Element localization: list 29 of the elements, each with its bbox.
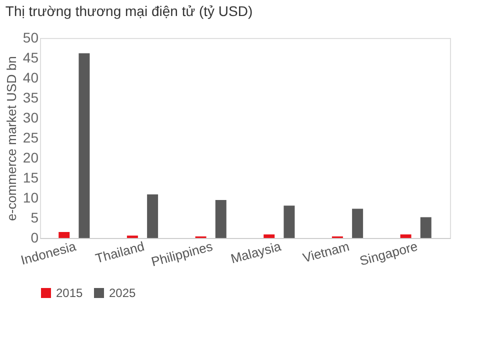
chart-title: Thị trường thương mại điện tử (tỷ USD)	[5, 3, 253, 19]
x-tick-label: Singapore	[358, 238, 420, 268]
y-axis-title: e-commerce market USD bn	[4, 56, 19, 221]
x-tick-label: Malaysia	[229, 238, 284, 266]
y-tick-label: 20	[22, 150, 39, 166]
y-tick-label: 50	[22, 30, 39, 46]
y-tick-label: 45	[22, 50, 39, 66]
bar	[284, 206, 295, 238]
y-tick-label: 40	[22, 70, 39, 86]
bar	[147, 194, 158, 238]
y-tick-label: 10	[22, 190, 39, 206]
bar	[352, 208, 364, 238]
y-tick-label: 25	[22, 130, 39, 146]
y-tick-label: 0	[30, 230, 39, 246]
legend-label: 2015	[56, 286, 84, 300]
x-tick-label: Thailand	[94, 238, 146, 266]
bar	[264, 234, 275, 238]
x-tick-label: Vietnam	[301, 238, 351, 266]
bar	[400, 234, 412, 238]
x-tick-label: Philippines	[150, 238, 215, 270]
bar	[78, 53, 90, 238]
legend-label: 2025	[109, 286, 136, 300]
bar	[58, 232, 70, 238]
y-tick-label: 30	[22, 110, 39, 126]
bar	[420, 217, 432, 238]
y-tick-label: 5	[30, 210, 39, 226]
y-tick-label: 15	[22, 170, 39, 186]
bar	[215, 200, 226, 238]
y-tick-label: 35	[22, 90, 39, 106]
